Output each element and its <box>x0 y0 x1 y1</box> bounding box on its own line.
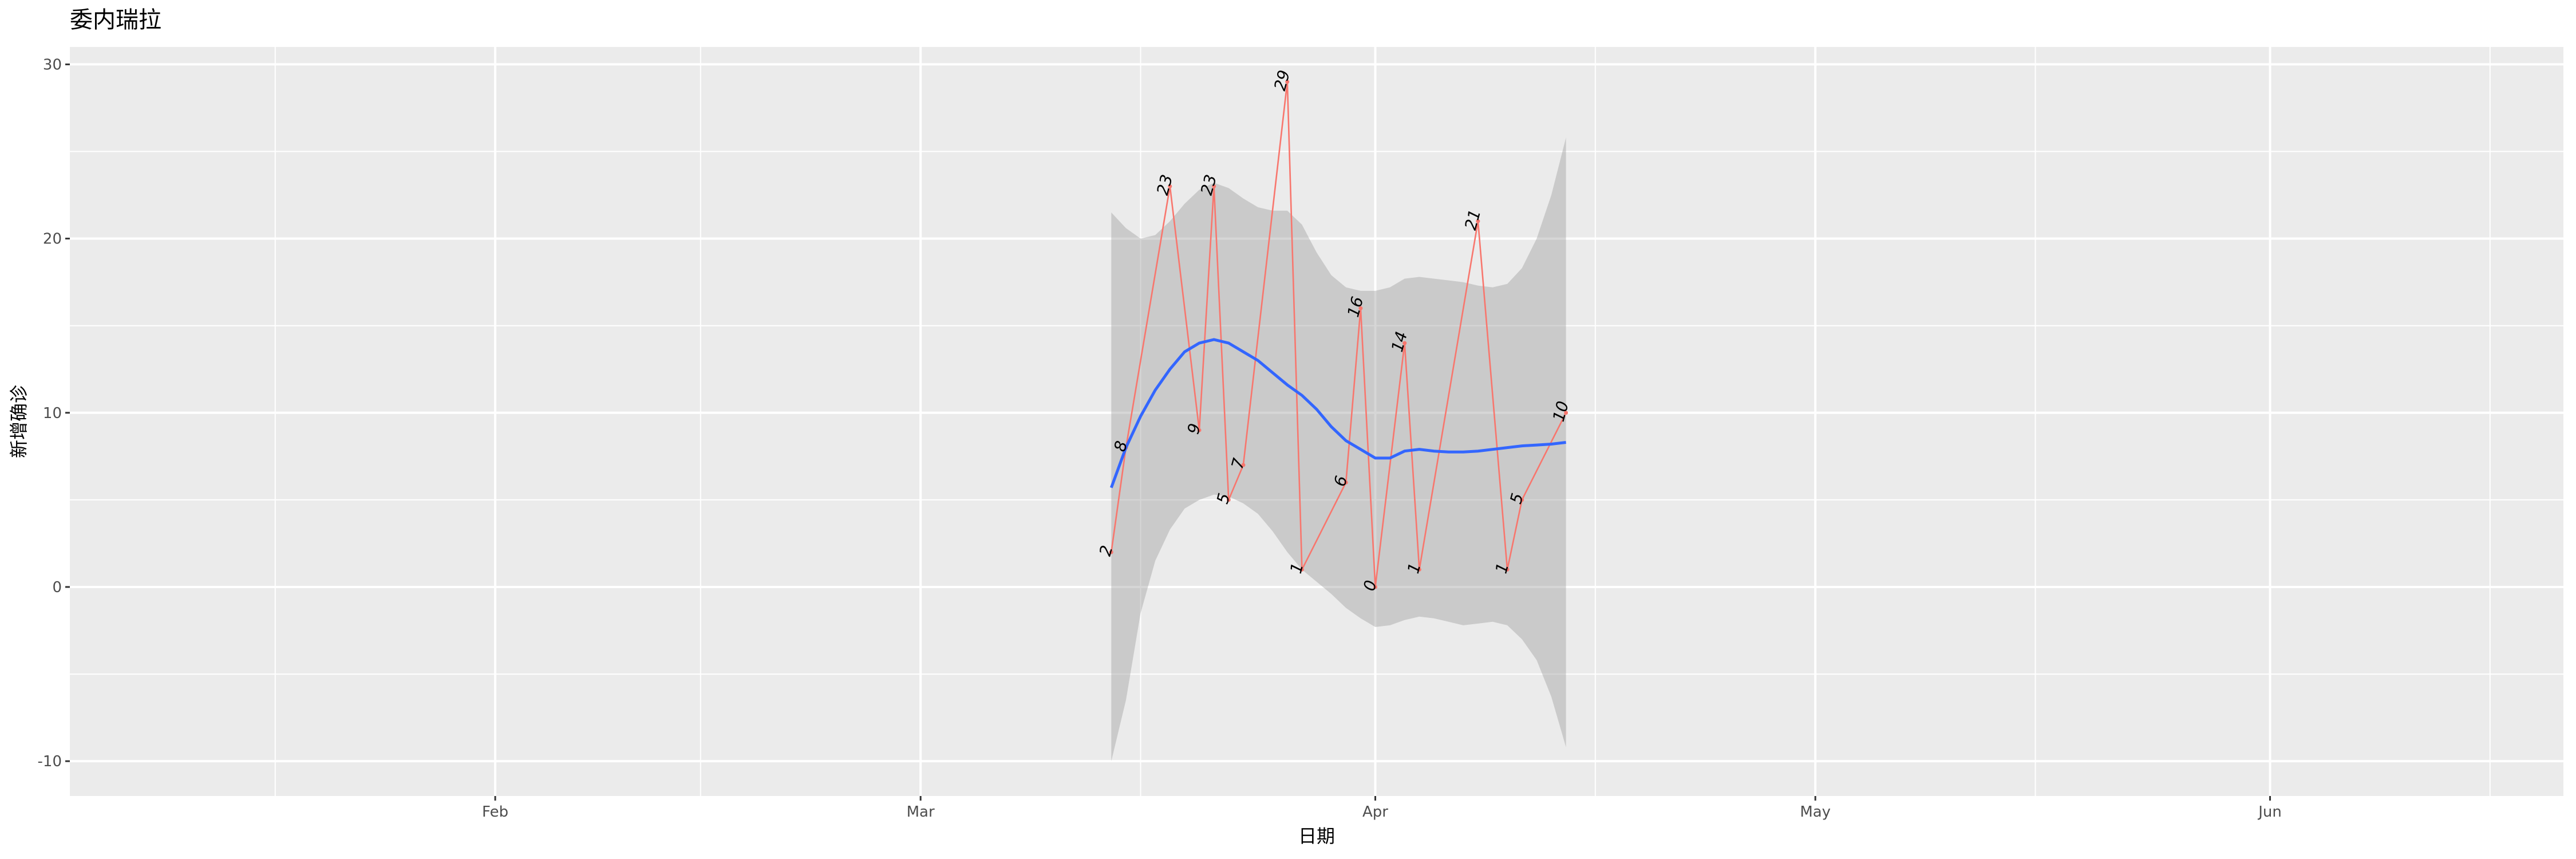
y-tick-label: 10 <box>43 405 62 422</box>
y-tick-label: 20 <box>43 231 62 248</box>
data-point <box>1358 306 1363 310</box>
x-tick-label: Mar <box>907 803 935 821</box>
smooth-line-layer <box>1109 338 1566 488</box>
y-tick-label: 0 <box>52 579 62 596</box>
data-point <box>1299 568 1304 572</box>
data-point <box>1476 219 1480 223</box>
minor-gridlines <box>70 47 2563 796</box>
plot-panel <box>70 47 2563 796</box>
data-point <box>1285 80 1290 84</box>
observed-series-line <box>1111 81 1567 588</box>
x-axis-title: 日期 <box>1298 825 1335 847</box>
data-point <box>1417 568 1421 572</box>
data-point <box>1344 480 1348 484</box>
confidence-band <box>1111 137 1566 762</box>
observed-line-layer <box>1111 81 1567 588</box>
data-point <box>1197 428 1202 432</box>
x-tick-label: Jun <box>2257 803 2282 821</box>
x-axis: Feb Mar Apr May Jun <box>482 796 2282 821</box>
observed-points-layer <box>1109 80 1568 589</box>
x-tick-label: Apr <box>1362 803 1388 821</box>
data-point <box>1564 411 1568 415</box>
x-tick-label: Feb <box>482 803 508 821</box>
y-axis-title: 新增确诊 <box>8 385 30 458</box>
data-point <box>1402 341 1407 345</box>
chart-title: 委内瑞拉 <box>70 7 161 33</box>
y-tick-label: 30 <box>43 56 62 73</box>
data-point <box>1241 463 1246 467</box>
smooth-trend-line <box>1109 338 1566 488</box>
x-tick-label: May <box>1800 803 1831 821</box>
data-point <box>1168 184 1172 188</box>
data-point <box>1109 550 1113 554</box>
confidence-band-layer <box>1111 137 1566 762</box>
data-point <box>1520 498 1524 502</box>
data-point <box>1212 184 1216 188</box>
data-point <box>1373 585 1377 589</box>
y-tick-label: -10 <box>38 753 62 770</box>
y-axis: -10 0 10 20 30 <box>38 56 70 770</box>
major-gridlines <box>70 47 2563 796</box>
data-point <box>1226 498 1231 502</box>
data-point <box>1505 568 1510 572</box>
